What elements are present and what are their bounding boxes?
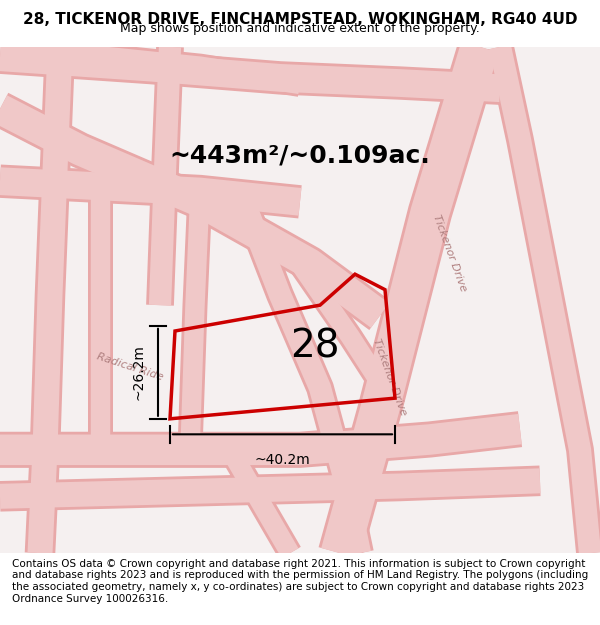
- Text: 28, TICKENOR DRIVE, FINCHAMPSTEAD, WOKINGHAM, RG40 4UD: 28, TICKENOR DRIVE, FINCHAMPSTEAD, WOKIN…: [23, 12, 577, 27]
- Text: 28: 28: [290, 328, 340, 366]
- Text: ~26.2m: ~26.2m: [132, 344, 146, 400]
- Text: ~443m²/~0.109ac.: ~443m²/~0.109ac.: [170, 143, 430, 168]
- Text: Contains OS data © Crown copyright and database right 2021. This information is : Contains OS data © Crown copyright and d…: [12, 559, 588, 604]
- Text: Map shows position and indicative extent of the property.: Map shows position and indicative extent…: [120, 22, 480, 35]
- Text: Tickenor Drive: Tickenor Drive: [371, 338, 409, 418]
- Text: Radical Ride: Radical Ride: [95, 352, 164, 382]
- Text: ~40.2m: ~40.2m: [254, 453, 310, 467]
- Text: Tickenor Drive: Tickenor Drive: [431, 214, 469, 293]
